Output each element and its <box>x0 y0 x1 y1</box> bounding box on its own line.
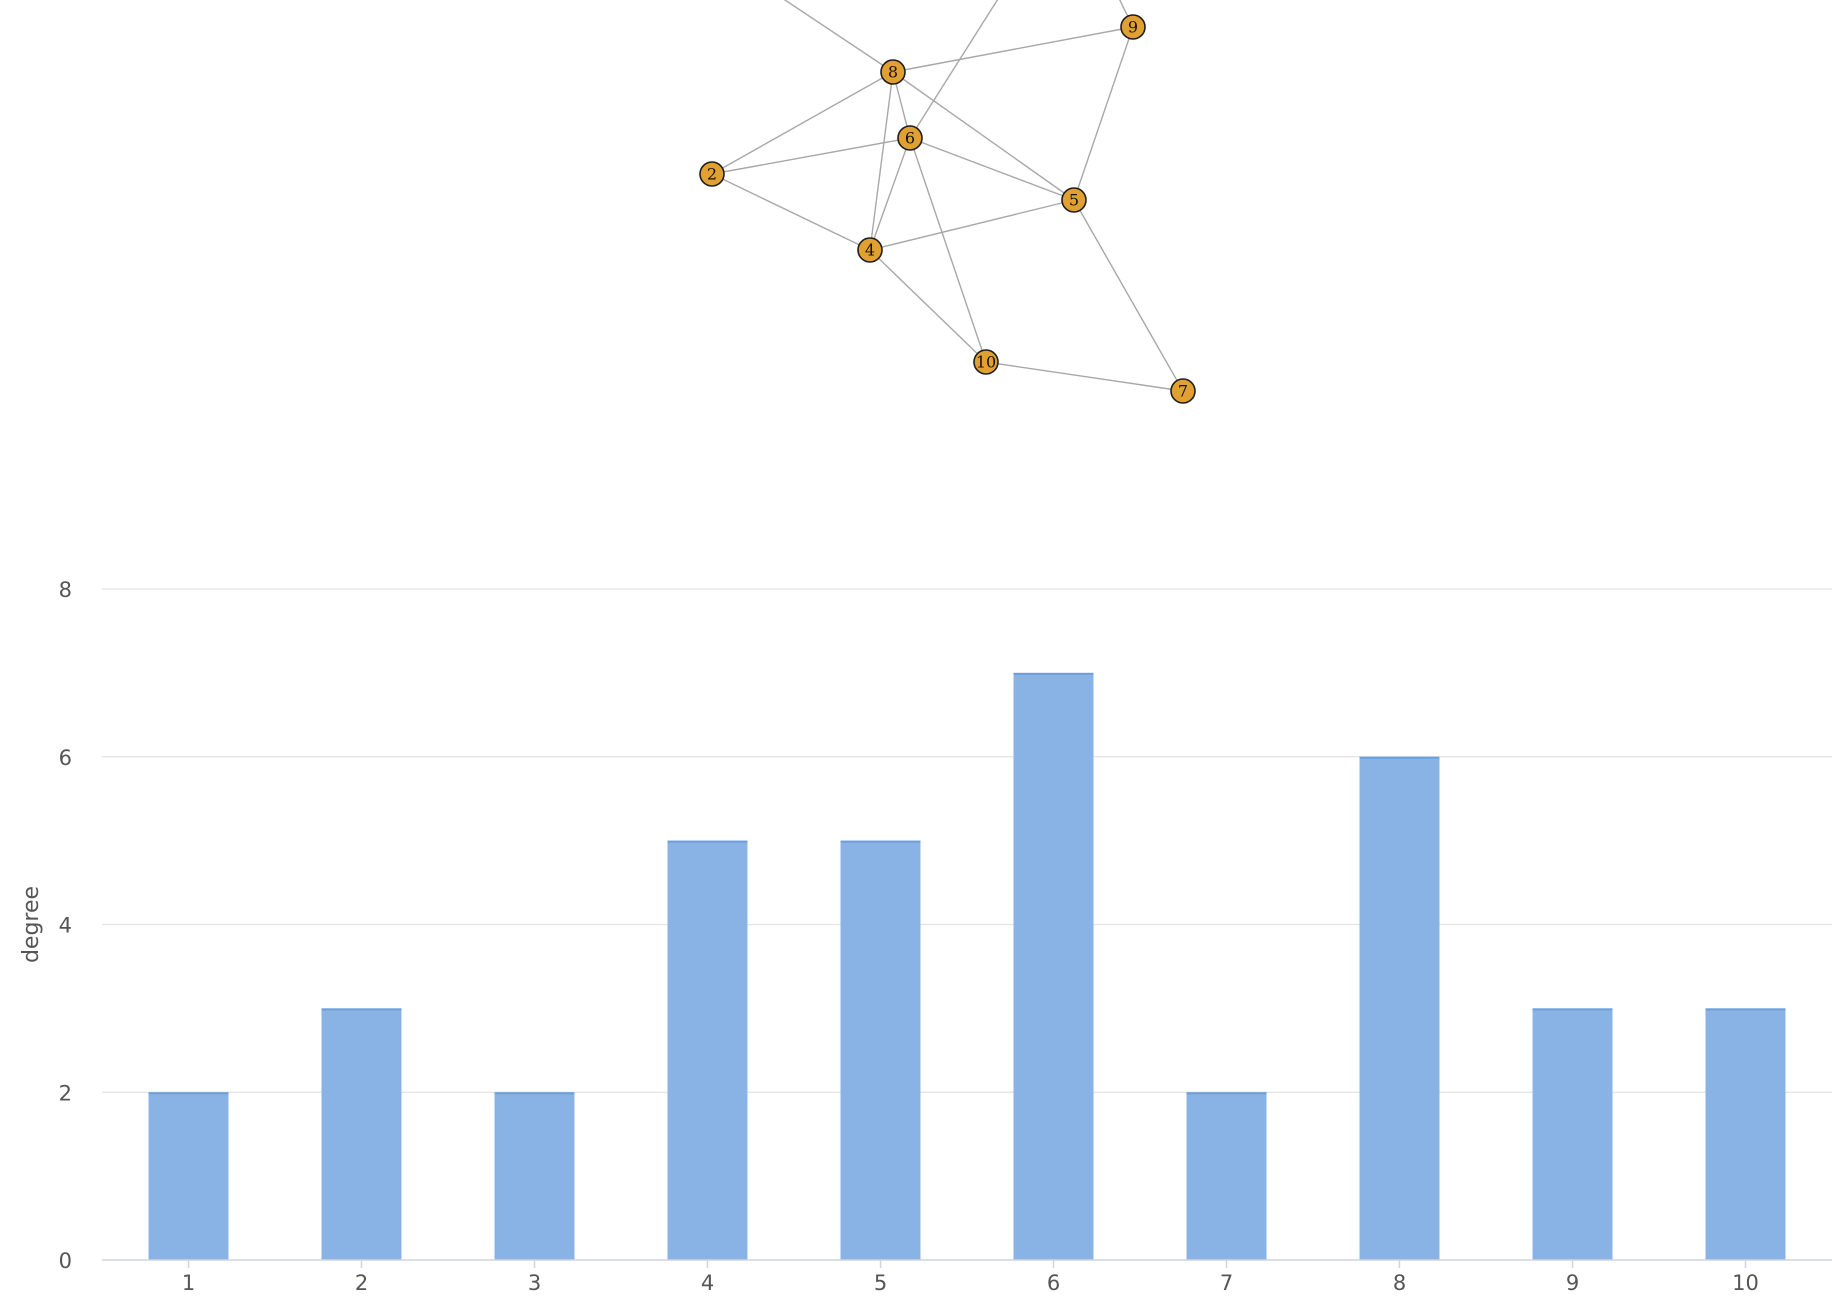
graph-edge-8-4 <box>869 71 894 251</box>
bar-8[interactable] <box>1359 756 1440 1260</box>
bar-top-edge <box>1186 1092 1267 1095</box>
graph-node-8: 8 <box>880 59 906 85</box>
graph-node-label: 6 <box>905 129 915 148</box>
graph-edge-8-5 <box>892 71 1075 201</box>
bar-top-edge <box>494 1092 575 1095</box>
x-tick-label: 5 <box>874 1271 887 1295</box>
graph-node-label: 8 <box>888 63 898 82</box>
bar-9[interactable] <box>1532 1008 1613 1260</box>
x-tick-label: 2 <box>355 1271 368 1295</box>
bars <box>148 672 1786 1260</box>
y-tick-label: 0 <box>59 1249 72 1273</box>
x-tick-label: 1 <box>182 1271 195 1295</box>
bar-top-edge <box>1532 1008 1613 1011</box>
graph-edge <box>909 0 999 139</box>
graph-edge-8-2 <box>711 71 894 175</box>
graph-node-5: 5 <box>1061 187 1087 213</box>
x-tick-label: 6 <box>1047 1271 1060 1295</box>
graph-node-4: 4 <box>857 237 883 263</box>
graph-edge-4-5 <box>869 199 1075 251</box>
graph-node-circle <box>1170 378 1196 404</box>
graph-node-label: 5 <box>1069 191 1079 210</box>
y-axis-title: degree <box>19 886 44 963</box>
graph-node-circle <box>897 125 923 151</box>
graph-node-7: 7 <box>1170 378 1196 404</box>
graph-edge-2-4 <box>711 173 871 251</box>
graph-node-label: 9 <box>1128 18 1138 37</box>
y-tick-label: 4 <box>59 914 72 938</box>
graph-node-label: 10 <box>976 353 996 372</box>
graph-node-2: 2 <box>699 161 725 187</box>
graph-edge-6-5 <box>909 137 1075 201</box>
bar-1[interactable] <box>148 1092 229 1260</box>
graph-node-6: 6 <box>897 125 923 151</box>
bar-top-edge <box>148 1092 229 1095</box>
graph-edge <box>783 0 894 73</box>
graph-nodes: 2 4 5 6 7 8 9 10 <box>699 14 1196 404</box>
bar-6[interactable] <box>1013 672 1094 1260</box>
graph-node-label: 4 <box>865 241 875 260</box>
bar-top-edge <box>321 1008 402 1011</box>
graph-node-10: 10 <box>973 349 999 375</box>
x-tick-label: 4 <box>701 1271 714 1295</box>
y-tick-label: 2 <box>59 1081 72 1105</box>
graph-edge-10-7 <box>985 361 1184 392</box>
bar-top-edge <box>667 840 748 843</box>
graph-edge-6-10 <box>909 137 987 363</box>
graph-edge-9-5 <box>1073 26 1134 201</box>
degree-bar-chart-svg: 0 2 4 6 8 1 2 3 4 5 6 7 8 9 10 degree <box>19 578 1832 1295</box>
y-tick-label: 8 <box>59 578 72 602</box>
graph-node-circle <box>1061 187 1087 213</box>
x-tick-label: 8 <box>1393 1271 1406 1295</box>
graph-edge-6-2 <box>711 137 911 175</box>
graph-edge-8-9 <box>892 26 1134 73</box>
y-tick-labels: 0 2 4 6 8 <box>59 578 72 1273</box>
y-tick-label: 6 <box>59 746 72 770</box>
graph-node-circle <box>973 349 999 375</box>
bar-3[interactable] <box>494 1092 575 1260</box>
x-tick-label: 10 <box>1732 1271 1759 1295</box>
bar-top-edge <box>840 840 921 843</box>
network-graph: 2 4 5 6 7 8 9 10 <box>0 0 1832 470</box>
bar-top-edge <box>1359 756 1440 759</box>
graph-edge-6-4 <box>869 137 911 251</box>
bar-top-edge <box>1705 1008 1786 1011</box>
bar-top-edge <box>1013 672 1094 675</box>
degree-bar-chart: 0 2 4 6 8 1 2 3 4 5 6 7 8 9 10 degree <box>0 470 1832 1304</box>
x-tick-labels: 1 2 3 4 5 6 7 8 9 10 <box>182 1260 1759 1295</box>
graph-node-circle <box>857 237 883 263</box>
bar-4[interactable] <box>667 840 748 1260</box>
bar-7[interactable] <box>1186 1092 1267 1260</box>
x-tick-label: 7 <box>1220 1271 1233 1295</box>
x-tick-label: 3 <box>528 1271 541 1295</box>
graph-node-circle <box>1120 14 1146 40</box>
graph-edges <box>711 0 1184 392</box>
graph-node-label: 7 <box>1178 382 1188 401</box>
graph-edge-4-10 <box>869 249 987 363</box>
bar-2[interactable] <box>321 1008 402 1260</box>
network-graph-svg: 2 4 5 6 7 8 9 10 <box>699 0 1196 404</box>
x-tick-label: 9 <box>1566 1271 1579 1295</box>
graph-node-circle <box>699 161 725 187</box>
graph-edge-5-7 <box>1073 199 1184 392</box>
graph-node-circle <box>880 59 906 85</box>
bar-5[interactable] <box>840 840 921 1260</box>
graph-node-label: 2 <box>707 165 717 184</box>
bar-10[interactable] <box>1705 1008 1786 1260</box>
graph-node-9: 9 <box>1120 14 1146 40</box>
